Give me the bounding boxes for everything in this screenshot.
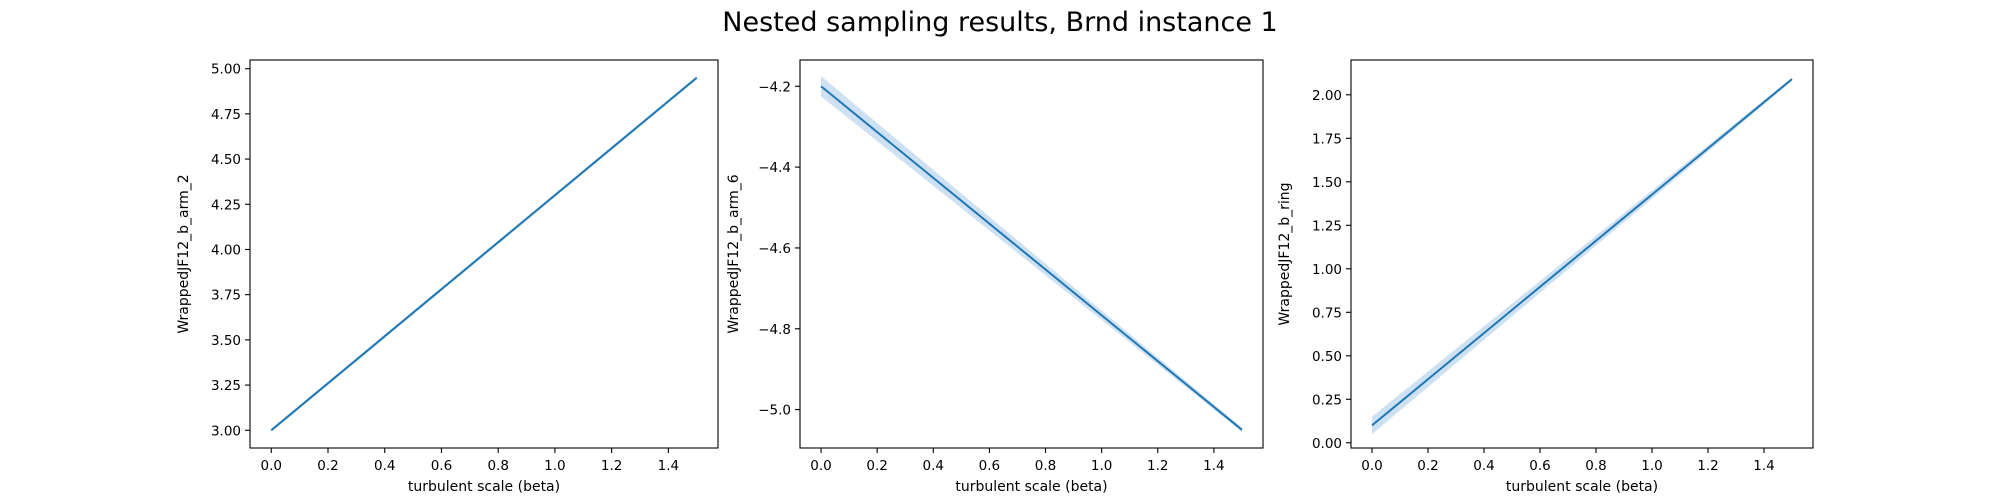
plot-frame xyxy=(249,59,719,449)
y-tick-label: 4.00 xyxy=(211,242,241,258)
x-tick-label: 0.4 xyxy=(923,458,944,474)
x-tick-label: 0.0 xyxy=(810,458,831,474)
series-1-line xyxy=(1371,78,1793,427)
y-tick-label: 3.25 xyxy=(211,378,241,394)
y-tick-label: 1.50 xyxy=(1312,175,1342,191)
series-1-line xyxy=(820,85,1243,431)
y-tick-label: 4.50 xyxy=(211,152,241,168)
x-tick-label: 0.0 xyxy=(1361,458,1382,474)
plot-frame xyxy=(799,59,1264,449)
figure-title: Nested sampling results, Brnd instance 1 xyxy=(722,7,1277,38)
plot-frame xyxy=(1350,59,1814,449)
y-tick-label: 4.25 xyxy=(211,197,241,213)
x-tick-label: 1.4 xyxy=(1753,458,1774,474)
y-tick-label: −5.0 xyxy=(758,403,791,419)
x-tick-label: 0.6 xyxy=(979,458,1000,474)
series-1-line xyxy=(270,76,698,432)
subplot-group: 0.0 0.2 0.4 0.6 0.8 1.0 1.2 1.4 3.00 3.25 3.50 3.75… xyxy=(176,59,1814,495)
y-tick-label: 1.25 xyxy=(1312,218,1342,234)
x-tick-label: 1.2 xyxy=(1697,458,1718,474)
x-tick-label: 1.0 xyxy=(1641,458,1662,474)
y-tick-label: 0.50 xyxy=(1312,349,1342,365)
x-tick-label: 1.4 xyxy=(658,458,679,474)
y-tick-label: 3.00 xyxy=(211,423,241,439)
y-tick-label: 3.50 xyxy=(211,333,241,349)
y-axis-label: WrappedJF12_b_arm_2 xyxy=(176,174,192,333)
y-tick-label: 5.00 xyxy=(211,62,241,78)
x-tick-label: 0.8 xyxy=(487,458,508,474)
y-tick-label: 0.25 xyxy=(1312,392,1342,408)
subplot-1: 0.0 0.2 0.4 0.6 0.8 1.0 1.2 1.4 3.00 3.25 3.50 3.75… xyxy=(176,59,719,495)
y-axis-label: WrappedJF12_b_arm_6 xyxy=(726,174,742,333)
x-tick-label: 0.4 xyxy=(1473,458,1494,474)
x-tick-label: 1.0 xyxy=(544,458,565,474)
y-tick-label: −4.6 xyxy=(758,241,791,257)
y-tick-label: 0.75 xyxy=(1312,305,1342,321)
x-tick-label: 0.8 xyxy=(1035,458,1056,474)
x-tick-label: 0.8 xyxy=(1585,458,1606,474)
subplot-2: 0.0 0.2 0.4 0.6 0.8 1.0 1.2 1.4 −5.0 −4.8 −4.6 −4.4… xyxy=(726,59,1264,495)
y-tick-label: −4.4 xyxy=(758,160,791,176)
x-tick-label: 0.2 xyxy=(1417,458,1438,474)
y-tick-label: −4.2 xyxy=(758,79,791,95)
x-tick-label: 1.2 xyxy=(1147,458,1168,474)
y-tick-label: 0.00 xyxy=(1312,436,1342,452)
y-tick-label: −4.8 xyxy=(758,322,791,338)
y-axis-label: WrappedJF12_b_ring xyxy=(1277,182,1293,325)
y-tick-label: 2.00 xyxy=(1312,88,1342,104)
x-axis-label: turbulent scale (beta) xyxy=(955,479,1107,495)
x-tick-label: 0.4 xyxy=(374,458,395,474)
y-tick-label: 4.75 xyxy=(211,107,241,123)
x-tick-label: 1.2 xyxy=(601,458,622,474)
x-axis-label: turbulent scale (beta) xyxy=(408,479,560,495)
x-axis-label: turbulent scale (beta) xyxy=(1506,479,1658,495)
x-tick-label: 0.2 xyxy=(317,458,338,474)
x-tick-label: 0.6 xyxy=(431,458,452,474)
x-tick-label: 1.4 xyxy=(1203,458,1224,474)
x-tick-label: 0.6 xyxy=(1529,458,1550,474)
y-tick-label: 1.75 xyxy=(1312,131,1342,147)
x-tick-label: 1.0 xyxy=(1091,458,1112,474)
subplot-3: 0.0 0.2 0.4 0.6 0.8 1.0 1.2 1.4 0.00 0.25 0.50 0.75… xyxy=(1277,59,1814,495)
x-tick-label: 0.0 xyxy=(261,458,282,474)
y-tick-label: 3.75 xyxy=(211,288,241,304)
x-tick-label: 0.2 xyxy=(866,458,887,474)
y-tick-label: 1.00 xyxy=(1312,262,1342,278)
